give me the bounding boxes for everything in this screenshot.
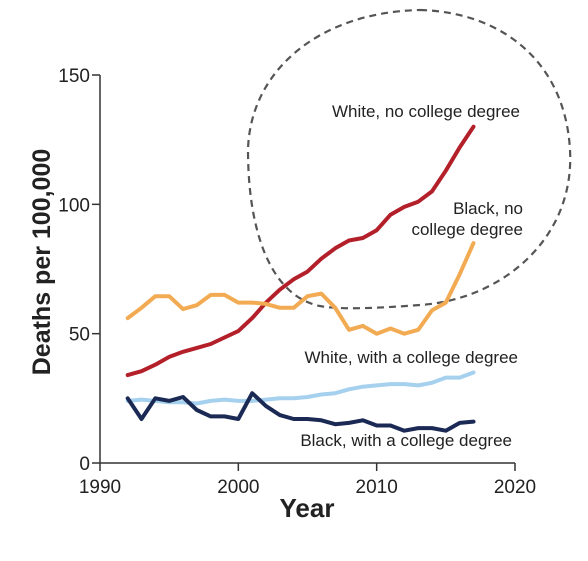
series-line-white-no-college xyxy=(125,124,476,378)
series-line-black-college xyxy=(125,391,476,433)
y-tick-label: 150 xyxy=(58,66,90,87)
y-tick-label: 0 xyxy=(79,454,90,475)
y-tick-label: 50 xyxy=(69,325,90,346)
series-label-black-no-college: Black, no college degree xyxy=(411,199,523,239)
series-line-black-no-college xyxy=(125,241,476,336)
y-tick-label: 100 xyxy=(58,195,90,216)
series-label-line: White, with a college degree xyxy=(304,348,518,367)
series-line-white-college xyxy=(125,370,476,406)
y-axis-title: Deaths per 100,000 xyxy=(28,149,56,376)
x-axis-title: Year xyxy=(280,493,335,523)
series-lines xyxy=(125,124,476,433)
series-label-line: Black, no xyxy=(453,199,523,218)
highlight-dashed-circle xyxy=(246,8,572,310)
x-tick-label: 1990 xyxy=(79,477,121,498)
x-tick-label: 2010 xyxy=(356,477,398,498)
series-labels: White, no college degree Black, no college… xyxy=(300,102,523,450)
series-label-line: Black, with a college degree xyxy=(300,431,512,450)
series-label-line: college degree xyxy=(411,220,523,239)
x-tick-label: 2000 xyxy=(217,477,259,498)
series-label-black-college: Black, with a college degree xyxy=(300,431,512,450)
ticks: 0 50 100 150 1990 2000 2010 2020 xyxy=(58,66,536,498)
series-label-white-no-college: White, no college degree xyxy=(332,102,520,121)
series-label-white-college: White, with a college degree xyxy=(304,348,518,367)
x-tick-label: 2020 xyxy=(494,477,536,498)
series-label-line: White, no college degree xyxy=(332,102,520,121)
